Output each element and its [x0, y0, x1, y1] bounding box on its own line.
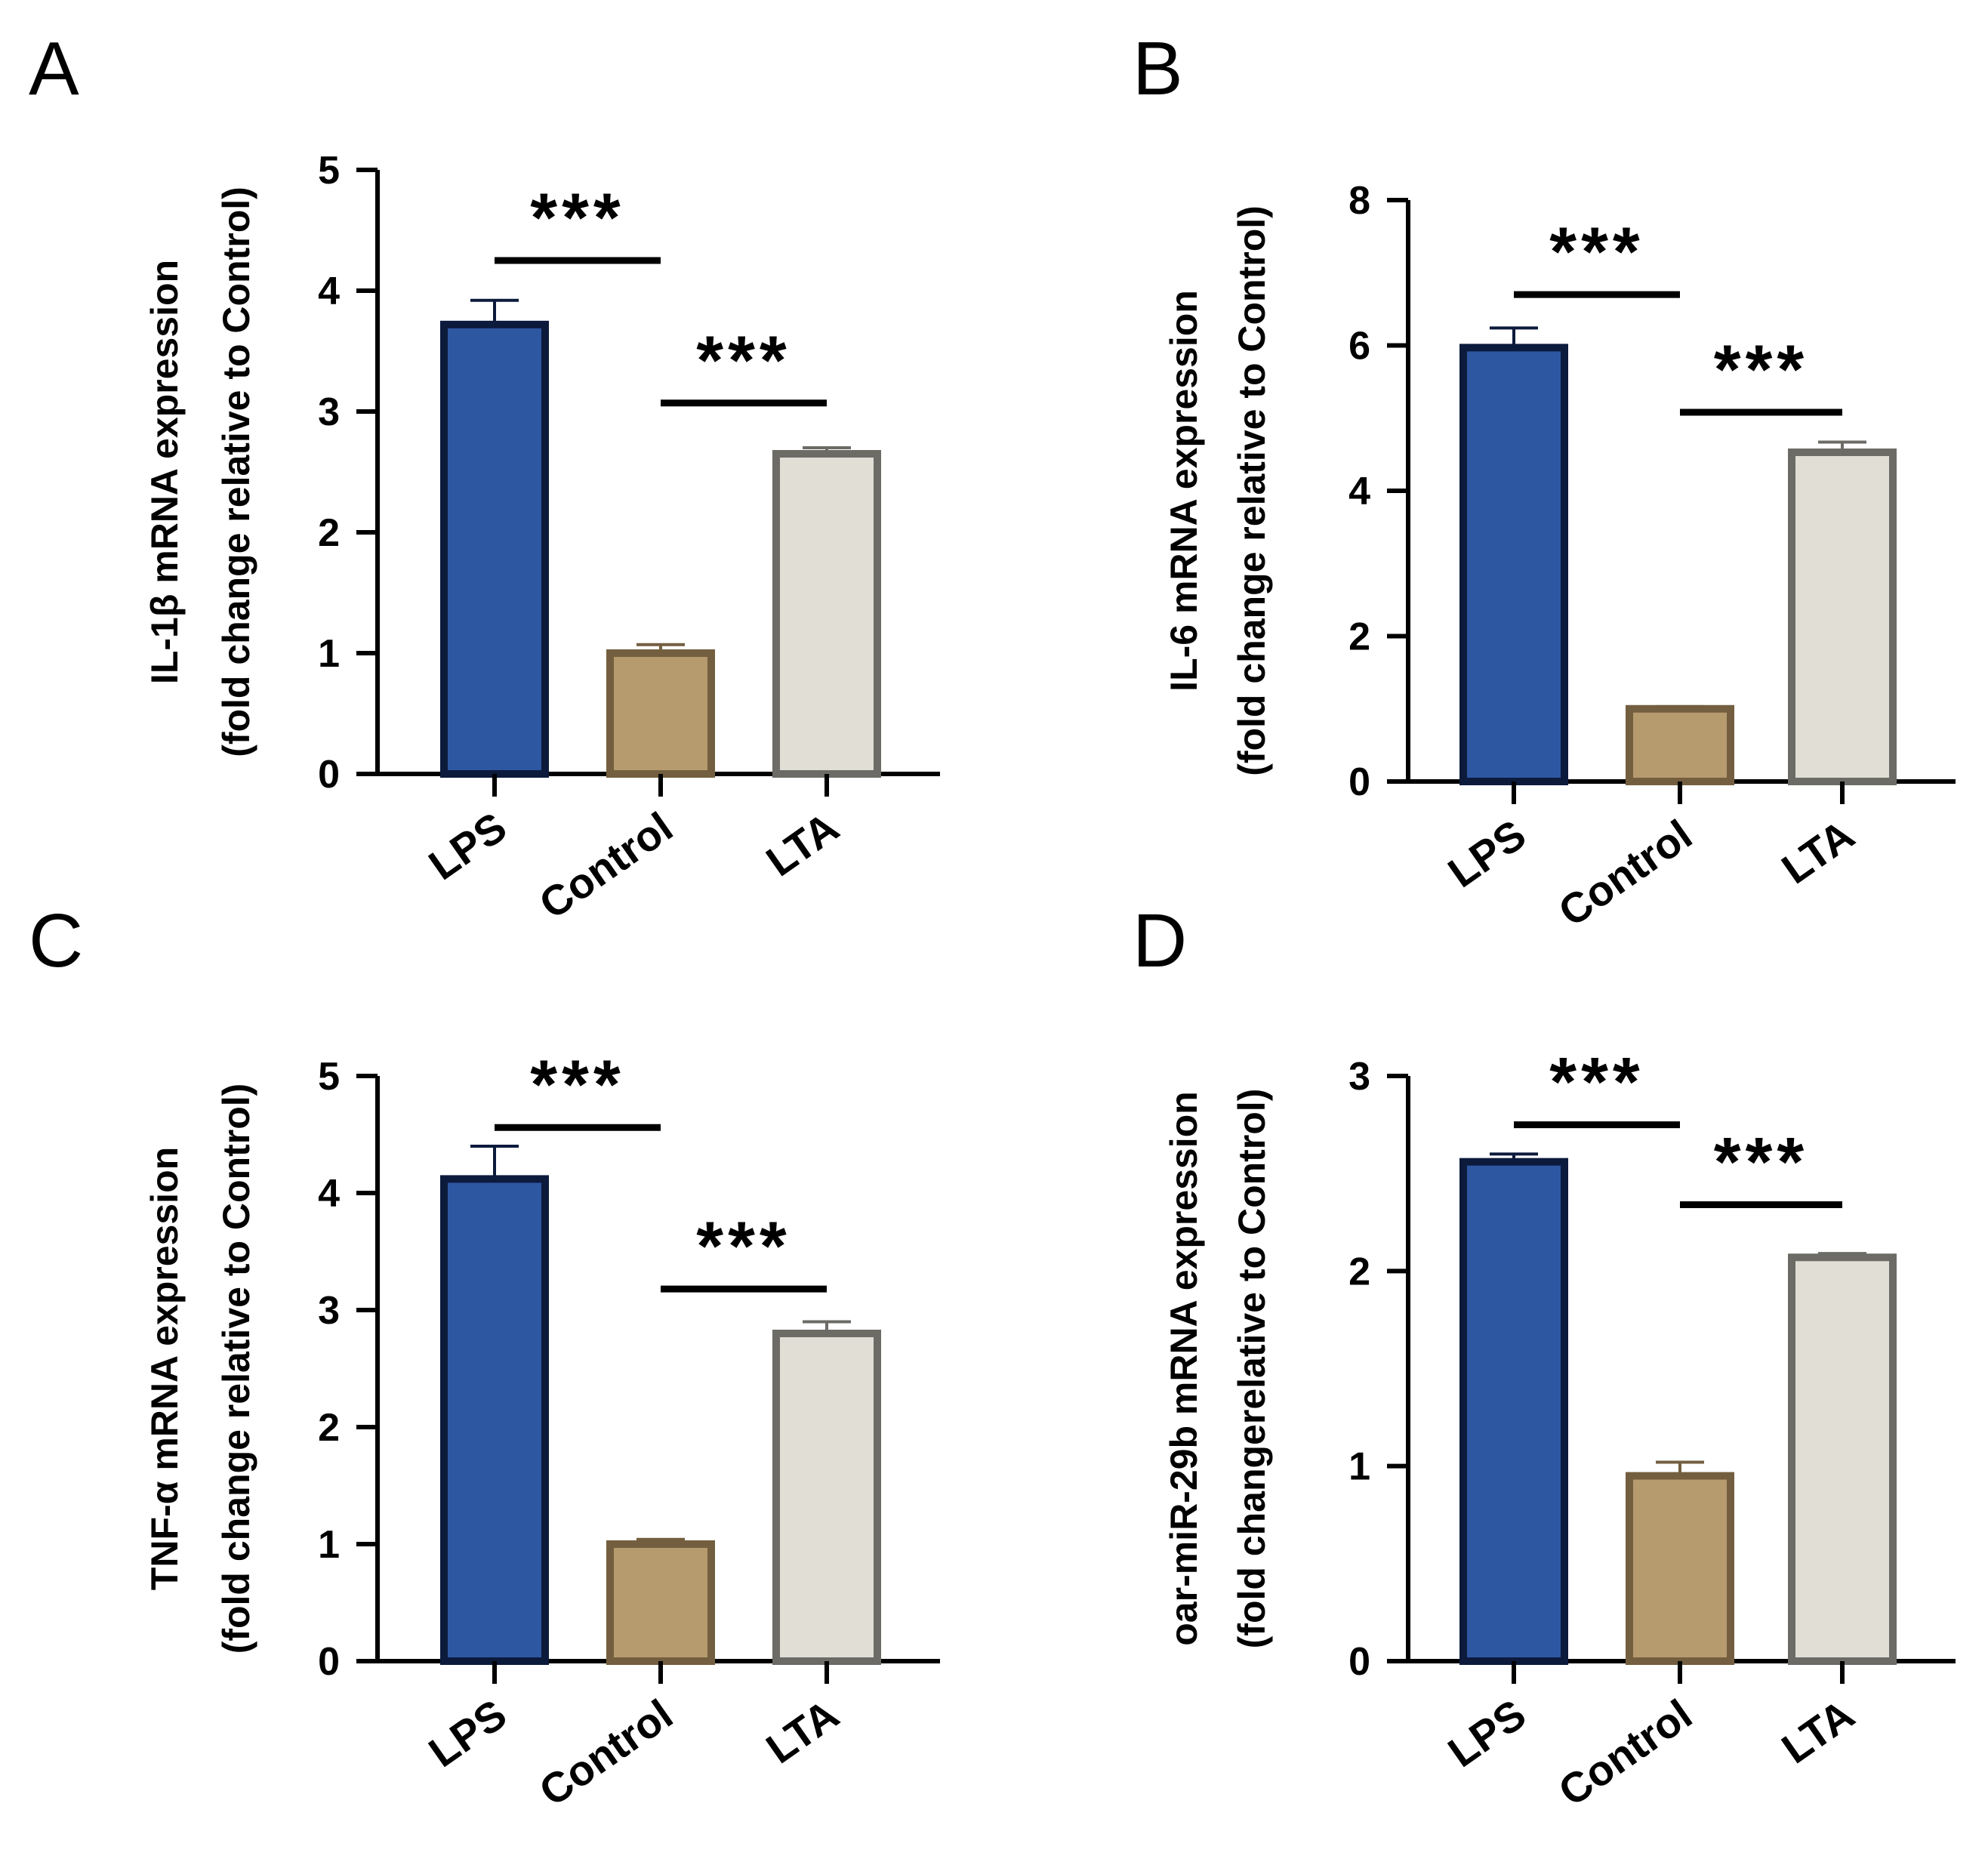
panel-letter: B [1133, 26, 1183, 111]
y-axis-label-sub: (fold change relative to Control) [1231, 205, 1273, 776]
x-category-label: LPS [1440, 1690, 1534, 1776]
y-axis-label: IL-1β mRNA expression [143, 260, 186, 684]
bar-lps [1459, 344, 1568, 785]
panel-c: C TNF-α mRNA expression (fold change relat… [29, 899, 940, 1815]
bar-control [606, 1540, 715, 1665]
x-category-label: LTA [1773, 810, 1862, 892]
x-category-label: LPS [421, 803, 515, 889]
significance-label: *** [1714, 1124, 1808, 1201]
y-tick-label: 0 [318, 753, 340, 797]
panel-b: B IL-6 mRNA expression (fold change relati… [1133, 26, 1956, 936]
x-category-label: Control [1550, 810, 1700, 936]
bar-lta [772, 1330, 881, 1665]
y-tick-label: 1 [318, 632, 340, 676]
significance-label: *** [1714, 331, 1808, 408]
y-tick-label: 0 [318, 1640, 340, 1684]
x-category-label: Control [531, 1690, 681, 1815]
y-tick-label: 4 [1348, 470, 1370, 513]
significance-label: *** [530, 1047, 624, 1124]
y-tick-label: 4 [318, 270, 340, 313]
x-category-label: LTA [757, 803, 846, 885]
y-tick-label: 5 [318, 149, 340, 193]
y-tick-label: 1 [318, 1523, 340, 1567]
y-axis-label-sub: (fold change relative to Control) [215, 1084, 257, 1654]
y-tick-label: 8 [1348, 179, 1370, 223]
panel-letter: D [1133, 899, 1187, 983]
y-tick-label: 2 [1348, 615, 1370, 659]
y-axis-label: TNF-α mRNA expression [143, 1147, 186, 1590]
y-tick-label: 2 [318, 1406, 340, 1450]
y-tick-label: 1 [1348, 1445, 1370, 1489]
significance-label: *** [530, 180, 624, 257]
bar-lta [1788, 448, 1897, 785]
bar-lps [440, 320, 549, 778]
panel-a: A IL-1β mRNA expression (fold change relat… [29, 26, 940, 928]
x-category-label: LPS [1440, 810, 1534, 896]
x-category-label: LTA [757, 1690, 846, 1772]
y-tick-label: 2 [318, 511, 340, 555]
bar-control [606, 649, 715, 778]
y-tick-label: 3 [318, 1289, 340, 1333]
significance-label: *** [1549, 1044, 1644, 1121]
y-tick-label: 5 [318, 1055, 340, 1099]
significance-label: *** [696, 322, 791, 399]
x-category-label: Control [1550, 1690, 1700, 1815]
panel-letter: C [29, 899, 83, 983]
y-tick-label: 3 [1348, 1055, 1370, 1099]
bar-lps [1459, 1158, 1568, 1665]
bar-lta [772, 450, 881, 778]
bar-control [1626, 1472, 1734, 1666]
y-tick-label: 4 [318, 1172, 340, 1216]
significance-label: *** [1549, 214, 1644, 291]
bar-control [1626, 704, 1734, 785]
bar-lps [440, 1175, 549, 1665]
panel-letter: A [29, 26, 79, 111]
y-axis-label: IL-6 mRNA expression [1163, 290, 1205, 692]
y-tick-label: 0 [1348, 1640, 1370, 1684]
x-category-label: LTA [1773, 1690, 1862, 1772]
x-category-label: LPS [421, 1690, 515, 1776]
y-tick-label: 2 [1348, 1250, 1370, 1293]
y-tick-label: 0 [1348, 760, 1370, 804]
y-axis-label: oar-miR-29b mRNA expression [1163, 1091, 1205, 1645]
y-tick-label: 3 [318, 390, 340, 434]
bar-lta [1788, 1253, 1897, 1665]
y-axis-label-sub: (fold changerelative to Control) [1231, 1089, 1273, 1649]
x-category-label: Control [531, 803, 681, 928]
y-tick-label: 6 [1348, 325, 1370, 368]
y-axis-label-sub: (fold change relative to Control) [215, 187, 257, 757]
significance-label: *** [696, 1208, 791, 1285]
